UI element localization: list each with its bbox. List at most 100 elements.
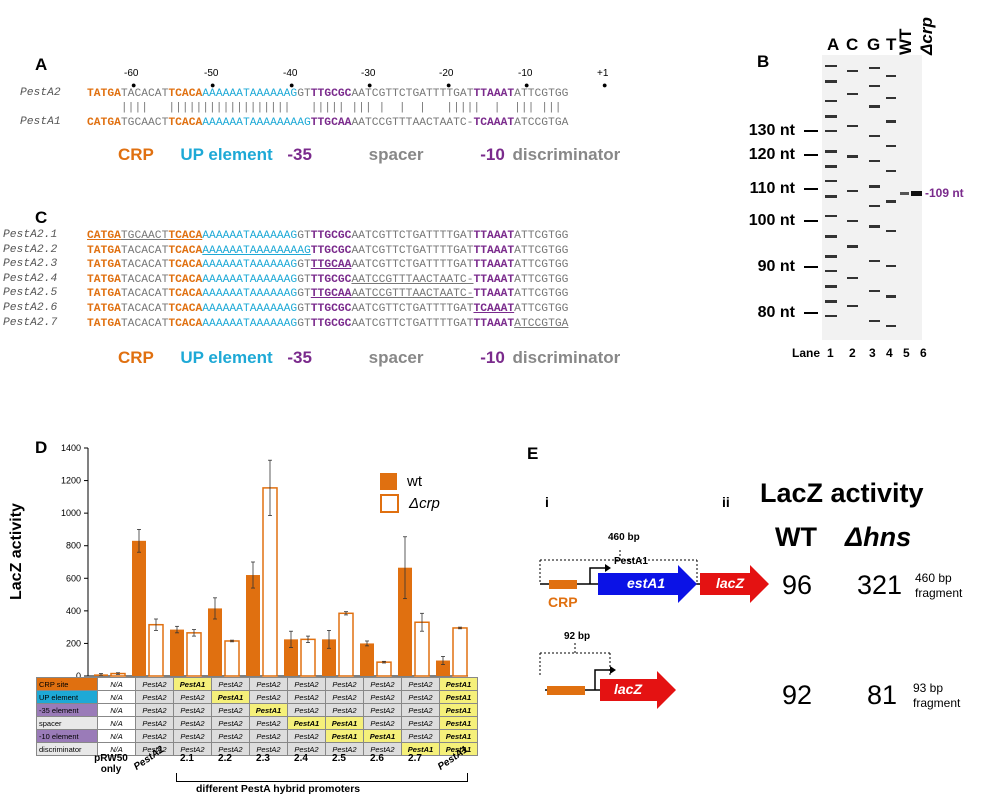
- table-cell: PestA2: [325, 690, 364, 704]
- row-label: spacer: [36, 716, 98, 730]
- table-cell: PestA1: [211, 690, 250, 704]
- table-cell: N/A: [97, 716, 136, 730]
- pos-label: -30: [361, 68, 376, 79]
- y-tick-label: 200: [66, 638, 81, 648]
- x-label: 2.6: [370, 753, 384, 764]
- bar-crp: [300, 638, 316, 677]
- crp-site: TCACA: [168, 88, 203, 100]
- table-cell: N/A: [97, 742, 136, 756]
- bar-wt: [284, 639, 298, 676]
- table-cell: PestA2: [173, 729, 212, 743]
- lane-header: A: [827, 35, 840, 54]
- y-axis-label: LacZ activity: [8, 503, 25, 600]
- frag2-bp: 92 bp: [564, 631, 591, 642]
- table-cell: PestA1: [363, 729, 402, 743]
- x-label: 2.5: [332, 753, 346, 764]
- promoter-composition-table: CRP site N/A PestA2 PestA1 PestA2 PestA2 PestA…: [36, 677, 478, 756]
- promoter-table: CRP site N/A PestA2 PestA1 PestA2 PestA2 PestA…: [36, 677, 478, 756]
- table-cell: PestA2: [173, 703, 212, 717]
- table-row: CRP site N/A PestA2 PestA1 PestA2 PestA2 PestA…: [36, 677, 478, 691]
- panel-c-label: C: [35, 208, 48, 227]
- table-cell: PestA2: [173, 716, 212, 730]
- table-cell: PestA2: [211, 716, 250, 730]
- lane-header: C: [846, 35, 859, 54]
- legend-spacer: spacer: [368, 348, 424, 367]
- construct-diagram: [539, 550, 769, 709]
- table-cell: PestA2: [325, 742, 364, 756]
- legend-10: -10: [480, 145, 505, 164]
- table-cell: PestA2: [249, 742, 288, 756]
- table-cell: PestA2: [249, 716, 288, 730]
- table-row: UP element N/A PestA2 PestA2 PestA1 PestA2 Pes…: [36, 690, 478, 704]
- legend-crp: CRP: [118, 348, 154, 367]
- sequence-esta2: TATGATACACATTCACAAAAAAATAAAAAAGGTTTGCGCA…: [87, 87, 568, 101]
- match-line: |||| |||||||||||||||||| ||||| ||| | | | …: [87, 102, 562, 114]
- row-label: CRP site: [36, 677, 98, 691]
- table-cell: PestA2: [287, 729, 326, 743]
- sequencing-gel: [822, 55, 922, 340]
- y-tick-label: 0: [76, 671, 81, 680]
- lane-header: T: [886, 35, 897, 54]
- table-cell: N/A: [97, 690, 136, 704]
- table-cell: PestA1: [325, 716, 364, 730]
- row-name: PestA2.4: [3, 272, 58, 285]
- row-name: PestA2.1: [3, 229, 58, 241]
- table-cell: PestA1: [287, 716, 326, 730]
- table-cell: PestA2: [363, 716, 402, 730]
- table-cell: PestA1: [439, 729, 478, 743]
- pos-label: +1: [597, 68, 609, 79]
- pos-label: -60: [124, 68, 139, 79]
- discriminator-seq: ATCCGTGA: [514, 117, 569, 129]
- col-wt: WT: [775, 522, 817, 552]
- table-cell: PestA2: [287, 690, 326, 704]
- gene-lacz-1: lacZ: [716, 575, 745, 591]
- spacer-seq: GT: [297, 88, 311, 100]
- lane-number: 2: [849, 346, 856, 360]
- legend-disc: discriminator: [512, 348, 621, 367]
- legend-crp: Δcrp: [409, 494, 440, 512]
- row-label: -35 element: [36, 703, 98, 717]
- panel-b-label: B: [757, 52, 770, 71]
- legend-swatch-wt: [380, 472, 397, 490]
- row-name: PestA2.5: [3, 287, 58, 300]
- table-cell: PestA1: [249, 703, 288, 717]
- spacer-seq: AATCCGTTTAACTAATC-: [351, 117, 474, 129]
- legend-up: UP element: [180, 145, 273, 164]
- hybrid-bracket: [176, 773, 468, 782]
- table-cell: PestA2: [401, 677, 440, 691]
- table-cell: PestA2: [325, 677, 364, 691]
- size-label: 90 nt: [757, 258, 795, 275]
- gel-bands: [825, 65, 922, 327]
- lane-number: 3: [869, 346, 876, 360]
- table-cell: PestA2: [401, 690, 440, 704]
- bar-wt: [398, 567, 412, 676]
- row-label: -10 element: [36, 729, 98, 743]
- table-cell: PestA2: [211, 677, 250, 691]
- size-label: 100 nt: [748, 212, 795, 229]
- x-label: 2.3: [256, 753, 270, 764]
- promoter-label: PestA1: [614, 556, 648, 567]
- table-cell: PestA1: [439, 716, 478, 730]
- table-cell: PestA1: [439, 690, 478, 704]
- tick: [804, 220, 818, 222]
- bracket-label: different PestA hybrid promoters: [196, 783, 361, 795]
- y-tick-label: 600: [66, 573, 81, 583]
- legend-wt: wt: [407, 472, 422, 490]
- pos-label: -20: [439, 68, 454, 79]
- panel-c-rows: PestA2.1 PestA2.2 PestA2.3 PestA2.4 Pest…: [3, 229, 57, 331]
- size-label: 130 nt: [748, 122, 795, 139]
- bar-crp: [224, 640, 240, 677]
- table-cell: PestA2: [287, 703, 326, 717]
- table-cell: PestA2: [135, 716, 174, 730]
- row1-wt: 96: [782, 570, 813, 600]
- table-cell: PestA1: [439, 703, 478, 717]
- legend-swatch-crp: [380, 493, 399, 513]
- sequence-esta1: CATGATGCAACTTCACAAAAAAATAAAAAAAAGTTGCAAA…: [87, 116, 568, 130]
- bar-crp: [262, 487, 278, 677]
- lane-headers: A C G T WT Δcrp: [822, 5, 992, 65]
- sub-i: i: [545, 494, 549, 510]
- size-label: 80 nt: [757, 304, 795, 321]
- bar-wt: [360, 643, 374, 676]
- bar-wt: [246, 575, 260, 676]
- y-tick-label: 1400: [61, 443, 81, 453]
